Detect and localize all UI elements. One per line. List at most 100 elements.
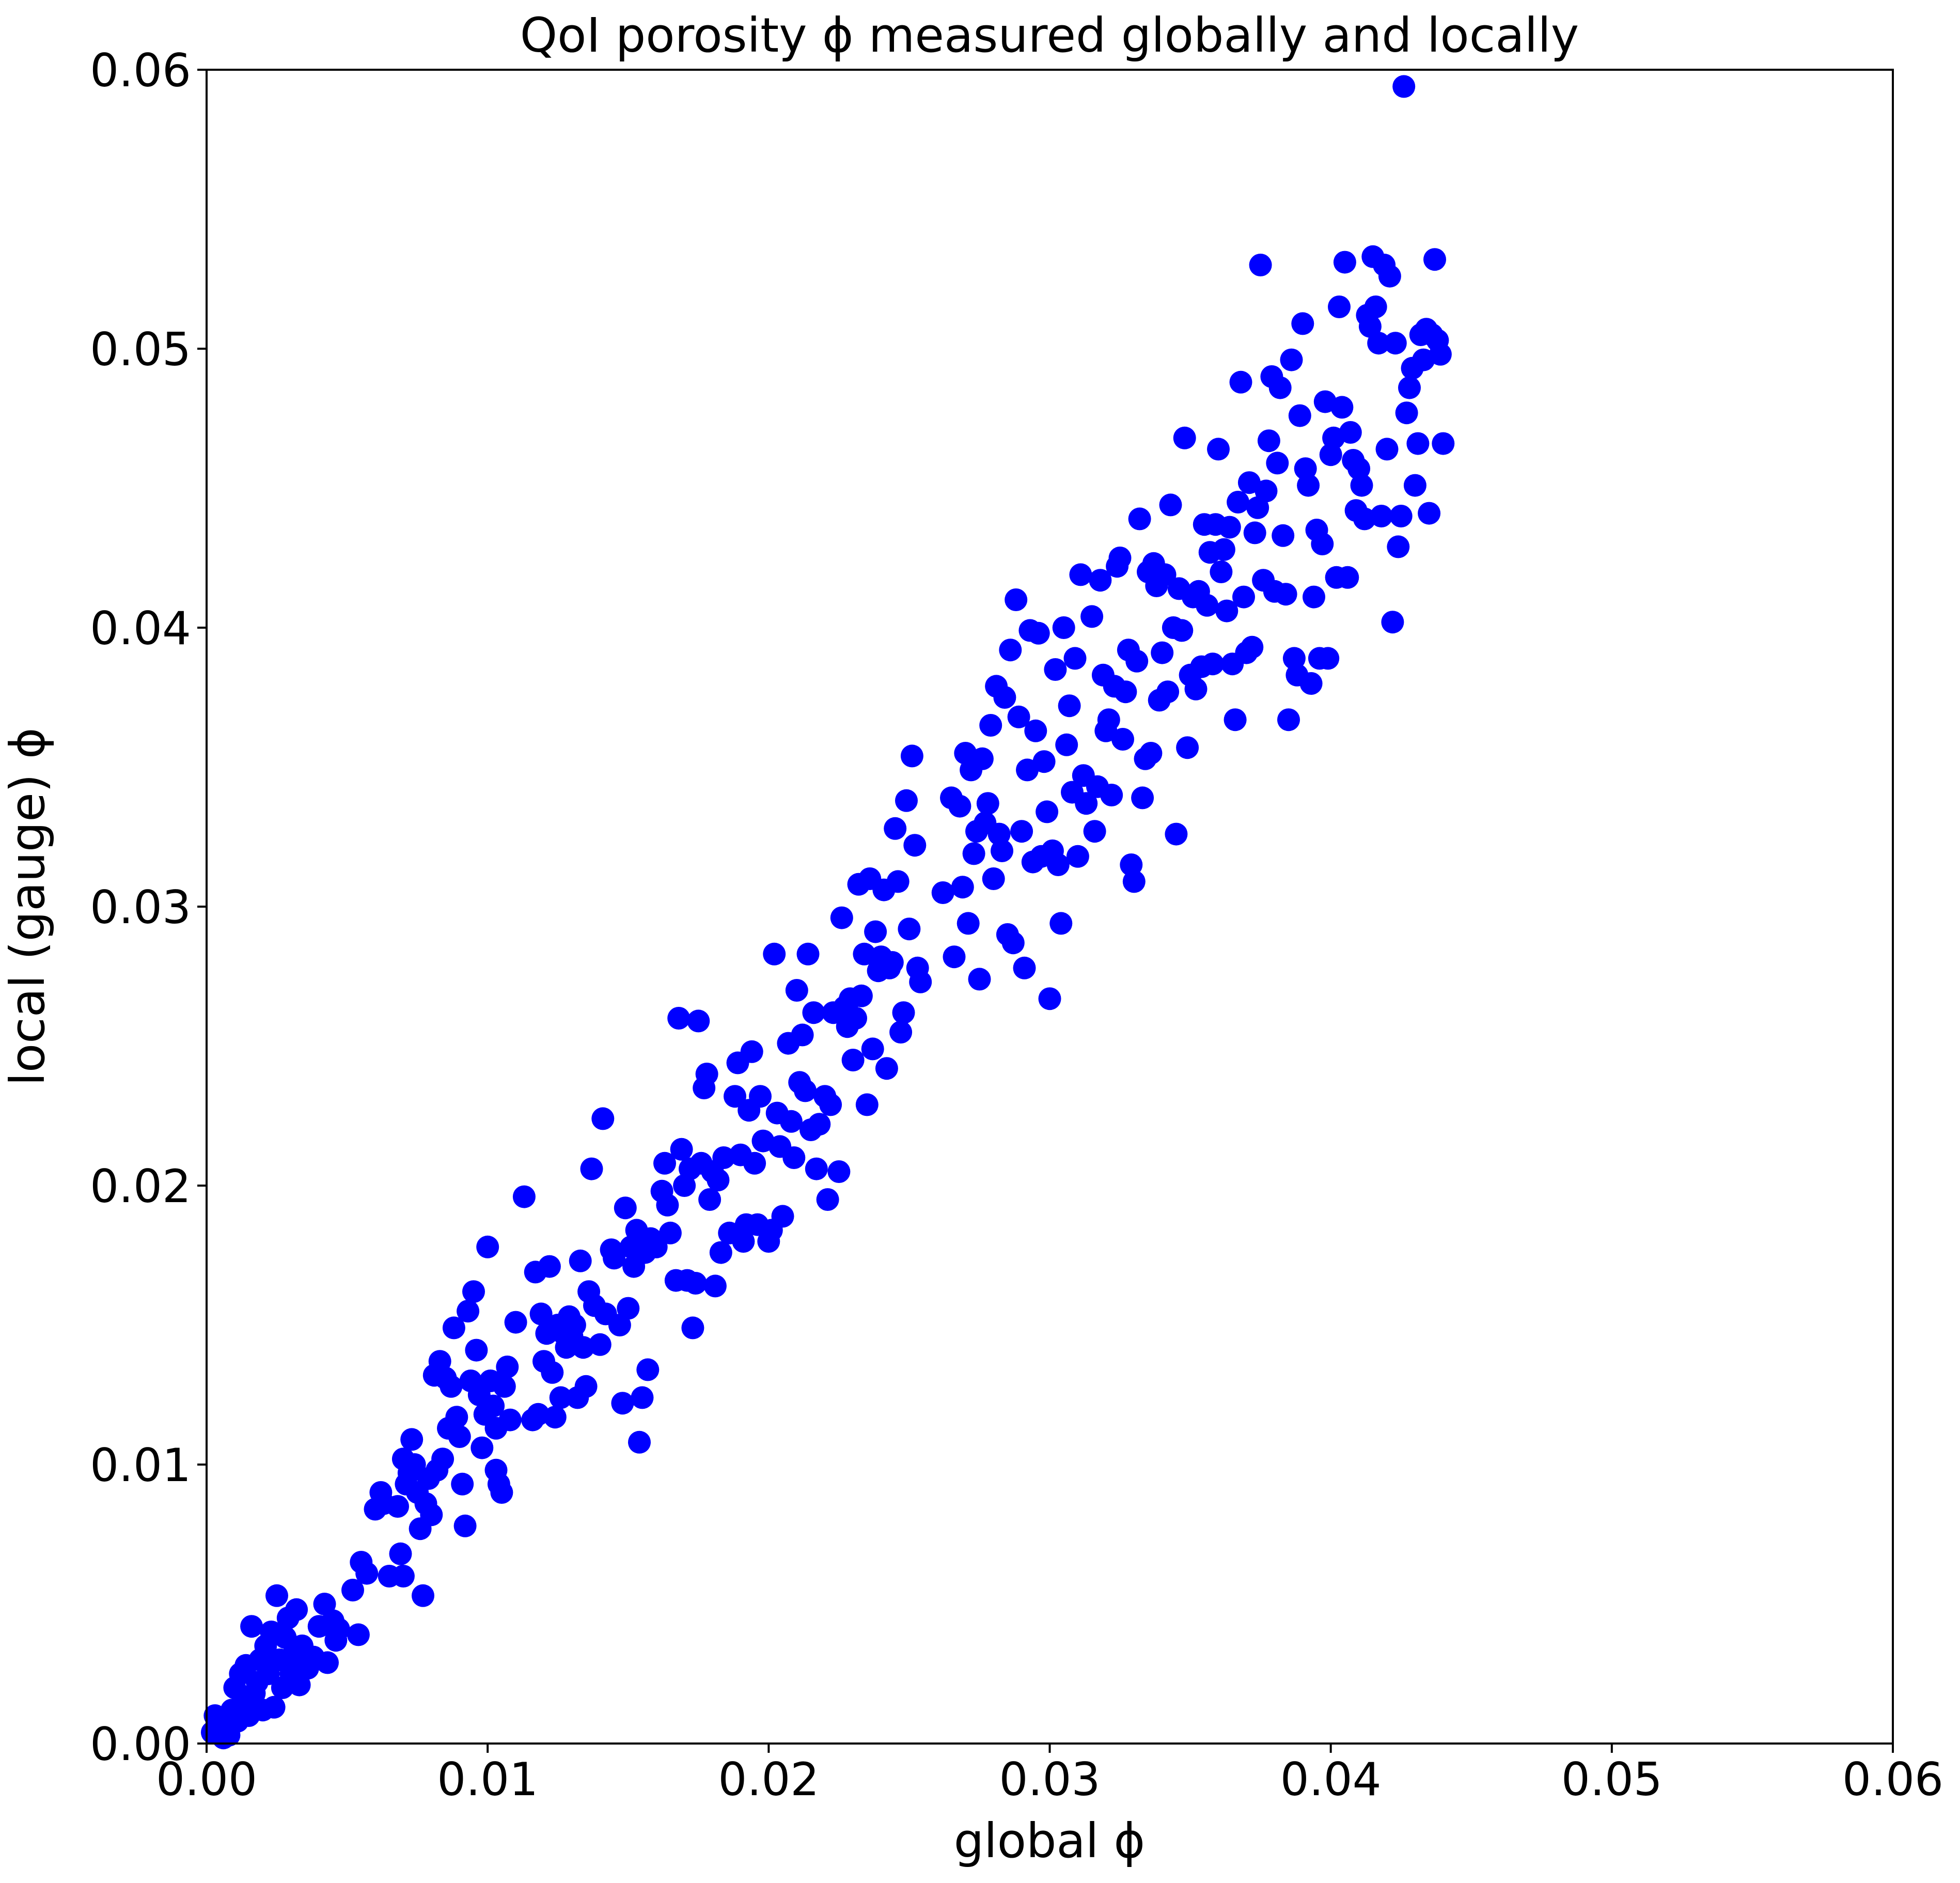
data-point <box>1196 594 1219 617</box>
data-point <box>1063 647 1087 670</box>
data-point <box>1257 429 1280 453</box>
data-point <box>743 1151 766 1175</box>
data-point <box>1272 524 1295 547</box>
data-point <box>1224 708 1247 732</box>
data-point <box>1201 652 1225 676</box>
data-point <box>608 1314 631 1336</box>
data-point <box>703 1274 727 1298</box>
data-point <box>431 1448 454 1471</box>
data-point <box>1005 588 1028 611</box>
data-point <box>1378 264 1401 288</box>
data-point <box>1384 332 1407 355</box>
data-point <box>740 1040 763 1063</box>
data-point <box>819 1093 842 1116</box>
data-point <box>1403 474 1426 497</box>
data-point <box>313 1593 336 1615</box>
data-point <box>1027 621 1050 645</box>
x-tick-label: 0.03 <box>999 1753 1101 1806</box>
data-point <box>1392 75 1416 98</box>
data-point <box>1108 547 1132 569</box>
data-point <box>465 1339 488 1362</box>
data-point <box>732 1230 755 1253</box>
data-point <box>1387 535 1410 558</box>
chart-title: QoI porosity ϕ measured globally and loc… <box>520 8 1579 63</box>
data-point <box>1001 931 1025 955</box>
data-point <box>1125 649 1149 673</box>
data-point <box>1339 421 1362 444</box>
data-point <box>1294 457 1317 480</box>
data-point <box>445 1406 468 1429</box>
data-point <box>900 744 923 768</box>
data-point <box>805 1157 828 1180</box>
data-point <box>386 1495 409 1518</box>
data-point <box>903 834 927 857</box>
data-point <box>1083 820 1106 843</box>
data-point <box>636 1358 660 1381</box>
data-point <box>1249 254 1272 276</box>
data-point <box>712 1146 735 1169</box>
data-point <box>670 1138 693 1161</box>
data-point <box>948 795 971 818</box>
data-point <box>1139 742 1163 765</box>
data-point <box>457 1300 480 1322</box>
data-point <box>645 1235 668 1258</box>
data-point <box>1367 332 1390 355</box>
data-point <box>1066 845 1089 868</box>
data-point <box>943 945 966 969</box>
data-point <box>1429 343 1452 366</box>
data-point <box>895 789 918 812</box>
data-point <box>512 1185 536 1208</box>
data-point <box>1170 619 1194 642</box>
data-point <box>1268 376 1292 399</box>
data-point <box>970 747 994 770</box>
data-points <box>200 75 1455 1750</box>
data-point <box>841 1049 865 1071</box>
data-point <box>1241 635 1264 659</box>
data-point <box>549 1386 572 1409</box>
data-point <box>1432 432 1455 455</box>
x-tick-label: 0.05 <box>1561 1753 1663 1806</box>
data-point <box>1336 566 1359 589</box>
data-point <box>1038 987 1061 1010</box>
data-point <box>412 1584 434 1607</box>
data-point <box>1049 912 1073 935</box>
data-point <box>875 1057 898 1080</box>
data-point <box>1347 457 1371 480</box>
data-point <box>341 1579 364 1601</box>
data-point <box>802 1001 825 1024</box>
data-point <box>442 1316 465 1340</box>
data-point <box>785 979 808 1002</box>
data-point <box>931 881 954 904</box>
data-point <box>462 1280 485 1303</box>
data-point <box>1395 401 1418 425</box>
data-point <box>1364 295 1387 318</box>
data-point <box>881 951 904 974</box>
data-point <box>420 1503 443 1527</box>
data-point <box>285 1598 308 1621</box>
data-point <box>1215 599 1238 623</box>
data-point <box>1274 583 1297 606</box>
data-point <box>1055 733 1078 756</box>
data-point <box>563 1314 586 1336</box>
x-tick-label: 0.02 <box>718 1753 819 1806</box>
data-point <box>687 1009 710 1033</box>
data-point <box>538 1255 561 1278</box>
data-point <box>1080 605 1104 628</box>
data-point <box>962 842 985 865</box>
data-point <box>490 1481 513 1504</box>
data-point <box>1227 491 1250 513</box>
data-point <box>1210 561 1233 583</box>
data-point <box>782 1146 806 1169</box>
data-point <box>403 1453 426 1476</box>
data-point <box>389 1542 412 1565</box>
data-point <box>1218 516 1241 539</box>
data-point <box>1044 658 1067 681</box>
data-point <box>1266 452 1289 475</box>
data-point <box>796 942 820 966</box>
data-point <box>572 1336 595 1359</box>
data-point <box>1153 563 1177 586</box>
data-point <box>541 1361 564 1384</box>
data-point <box>1328 295 1351 318</box>
data-point <box>1406 432 1430 455</box>
